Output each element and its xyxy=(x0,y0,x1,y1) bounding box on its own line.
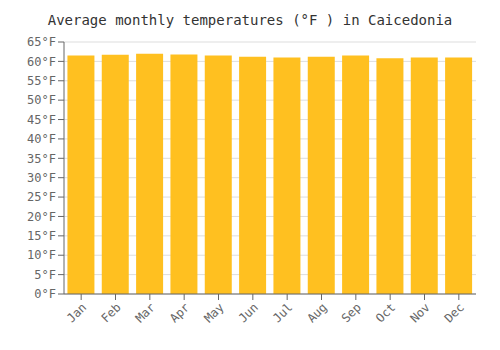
svg-text:60°F: 60°F xyxy=(27,55,56,69)
svg-text:Jan: Jan xyxy=(64,300,89,325)
svg-text:50°F: 50°F xyxy=(27,93,56,107)
svg-text:Apr: Apr xyxy=(167,300,192,325)
svg-text:15°F: 15°F xyxy=(27,229,56,243)
svg-text:30°F: 30°F xyxy=(27,171,56,185)
svg-text:Nov: Nov xyxy=(407,300,432,325)
svg-text:Mar: Mar xyxy=(133,300,158,325)
html-text:Average monthly temperatures (: Average monthly temperatures (°F ) in Ca… xyxy=(47,12,453,28)
svg-text:Sep: Sep xyxy=(339,300,364,325)
svg-text:10°F: 10°F xyxy=(27,248,56,262)
svg-text:40°F: 40°F xyxy=(27,132,56,146)
svg-text:45°F: 45°F xyxy=(27,113,56,127)
svg-text:20°F: 20°F xyxy=(27,210,56,224)
svg-text:Jun: Jun xyxy=(236,300,261,325)
svg-text:35°F: 35°F xyxy=(27,152,56,166)
svg-text:65°F: 65°F xyxy=(27,35,56,49)
svg-text:Aug: Aug xyxy=(304,300,329,325)
svg-text:Jul: Jul xyxy=(270,300,295,325)
svg-text:5°F: 5°F xyxy=(34,268,56,282)
svg-text:Feb: Feb xyxy=(98,300,123,325)
svg-text:May: May xyxy=(201,300,226,325)
svg-text:0°F: 0°F xyxy=(34,287,56,301)
svg-text:Oct: Oct xyxy=(373,300,398,325)
svg-text:55°F: 55°F xyxy=(27,74,56,88)
svg-text:Dec: Dec xyxy=(442,300,467,325)
svg-text:25°F: 25°F xyxy=(27,190,56,204)
